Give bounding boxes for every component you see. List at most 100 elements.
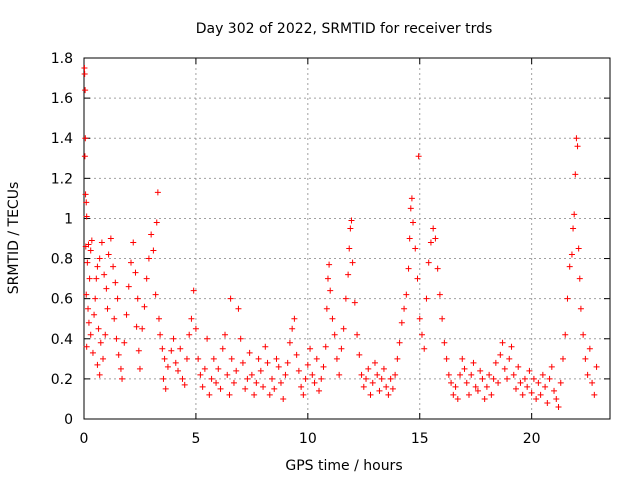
data-point xyxy=(289,325,296,332)
data-point xyxy=(170,335,177,342)
data-point xyxy=(95,325,102,332)
data-point xyxy=(320,363,327,370)
data-points xyxy=(81,65,600,410)
data-point xyxy=(134,295,141,302)
data-point xyxy=(323,305,330,312)
data-point xyxy=(572,171,579,178)
data-point xyxy=(125,283,132,290)
data-point xyxy=(264,359,271,366)
chart-title: Day 302 of 2022, SRMTID for receiver trd… xyxy=(196,21,493,37)
data-point xyxy=(338,345,345,352)
data-point xyxy=(481,395,488,402)
data-point xyxy=(286,339,293,346)
axis-ticks xyxy=(83,57,610,420)
data-point xyxy=(304,361,311,368)
data-point xyxy=(89,349,96,356)
data-point xyxy=(84,259,91,266)
data-point xyxy=(92,295,99,302)
data-point xyxy=(204,335,211,342)
data-point xyxy=(336,371,343,378)
data-point xyxy=(439,315,446,322)
data-point xyxy=(376,387,383,394)
data-point xyxy=(188,315,195,322)
data-point xyxy=(383,383,390,390)
data-point xyxy=(555,403,562,410)
data-point xyxy=(224,371,231,378)
y-tick-label: 1.8 xyxy=(51,51,73,67)
data-point xyxy=(291,315,298,322)
data-point xyxy=(459,355,466,362)
data-point xyxy=(284,359,291,366)
data-point xyxy=(104,305,111,312)
y-tick-label: 1.6 xyxy=(51,91,73,107)
data-point xyxy=(537,391,544,398)
data-point xyxy=(349,259,356,266)
data-point xyxy=(483,383,490,390)
data-point xyxy=(593,363,600,370)
data-point xyxy=(135,347,142,354)
data-point xyxy=(313,355,320,362)
data-point xyxy=(83,291,90,298)
data-point xyxy=(121,339,128,346)
data-point xyxy=(172,359,179,366)
data-point xyxy=(307,345,314,352)
data-point xyxy=(430,225,437,232)
x-tick-label: 0 xyxy=(80,431,89,447)
data-point xyxy=(490,375,497,382)
data-point xyxy=(510,371,517,378)
data-point xyxy=(82,191,89,198)
data-point xyxy=(461,365,468,372)
data-point xyxy=(566,263,573,270)
y-tick-label: 0.6 xyxy=(51,292,73,308)
data-point xyxy=(164,363,171,370)
y-tick-label: 1.2 xyxy=(51,171,73,187)
y-tick-label: 0.2 xyxy=(51,372,73,388)
data-point xyxy=(329,315,336,322)
data-point xyxy=(86,275,93,282)
y-tick-label: 0.8 xyxy=(51,252,73,268)
data-point xyxy=(533,395,540,402)
data-point xyxy=(577,305,584,312)
data-point xyxy=(226,391,233,398)
data-point xyxy=(88,237,95,244)
data-point xyxy=(177,345,184,352)
data-point xyxy=(159,345,166,352)
data-point xyxy=(117,365,124,372)
data-point xyxy=(331,331,338,338)
data-point xyxy=(175,367,182,374)
data-point xyxy=(589,379,596,386)
data-point xyxy=(582,355,589,362)
data-point xyxy=(347,225,354,232)
data-point xyxy=(161,355,168,362)
data-point xyxy=(222,331,229,338)
data-point xyxy=(179,375,186,382)
data-point xyxy=(132,269,139,276)
data-point xyxy=(277,379,284,386)
data-point xyxy=(432,235,439,242)
data-point xyxy=(365,365,372,372)
data-point xyxy=(96,371,103,378)
data-point xyxy=(82,135,89,142)
data-point xyxy=(472,383,479,390)
data-point xyxy=(230,379,237,386)
data-point xyxy=(517,379,524,386)
data-point xyxy=(580,331,587,338)
data-point xyxy=(153,219,160,226)
data-point xyxy=(115,351,122,358)
data-point xyxy=(96,255,103,262)
data-point xyxy=(544,399,551,406)
data-point xyxy=(157,331,164,338)
data-point xyxy=(107,235,114,242)
data-point xyxy=(81,153,88,160)
data-point xyxy=(246,349,253,356)
data-point xyxy=(363,375,370,382)
data-point xyxy=(113,335,120,342)
data-point xyxy=(526,367,533,374)
data-point xyxy=(407,205,414,212)
data-point xyxy=(346,245,353,252)
data-point xyxy=(112,279,119,286)
data-point xyxy=(100,355,107,362)
data-point xyxy=(197,371,204,378)
data-point xyxy=(410,219,417,226)
data-point xyxy=(374,371,381,378)
